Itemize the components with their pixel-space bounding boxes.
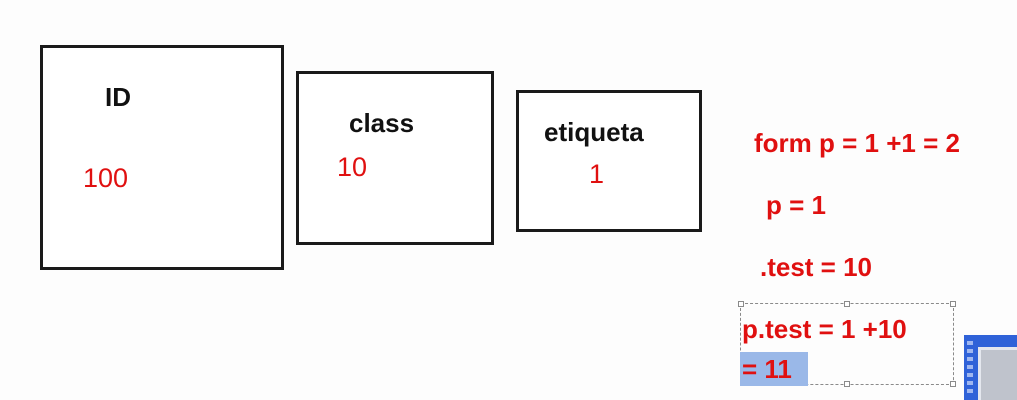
id-value: 100: [83, 163, 129, 193]
resize-handle-top-middle[interactable]: [844, 301, 850, 307]
corner-app-icon[interactable]: [964, 335, 1017, 400]
etiqueta-value: 1: [589, 159, 605, 189]
id-label: ID: [105, 82, 131, 112]
class-box: class 10: [296, 71, 494, 245]
corner-inner-panel: [978, 347, 1017, 400]
note-form-p: form p = 1 +1 = 2: [754, 128, 960, 158]
class-value: 10: [337, 152, 368, 182]
note-result[interactable]: = 11: [742, 354, 792, 384]
resize-handle-top-left[interactable]: [738, 301, 744, 307]
text-selection-highlight: [740, 352, 808, 386]
note-p: p = 1: [766, 190, 826, 220]
etiqueta-label: etiqueta: [544, 117, 644, 147]
note-p-test[interactable]: p.test = 1 +10: [742, 314, 907, 344]
id-box: ID 100: [40, 45, 284, 270]
note-test: .test = 10: [760, 252, 873, 282]
resize-handle-top-right[interactable]: [950, 301, 956, 307]
corner-stripe: [967, 341, 973, 396]
resize-handle-bottom-right[interactable]: [950, 381, 956, 387]
selected-text-box[interactable]: [738, 301, 956, 387]
etiqueta-box: etiqueta 1: [516, 90, 702, 232]
resize-handle-bottom-middle[interactable]: [844, 381, 850, 387]
class-label: class: [349, 108, 415, 138]
